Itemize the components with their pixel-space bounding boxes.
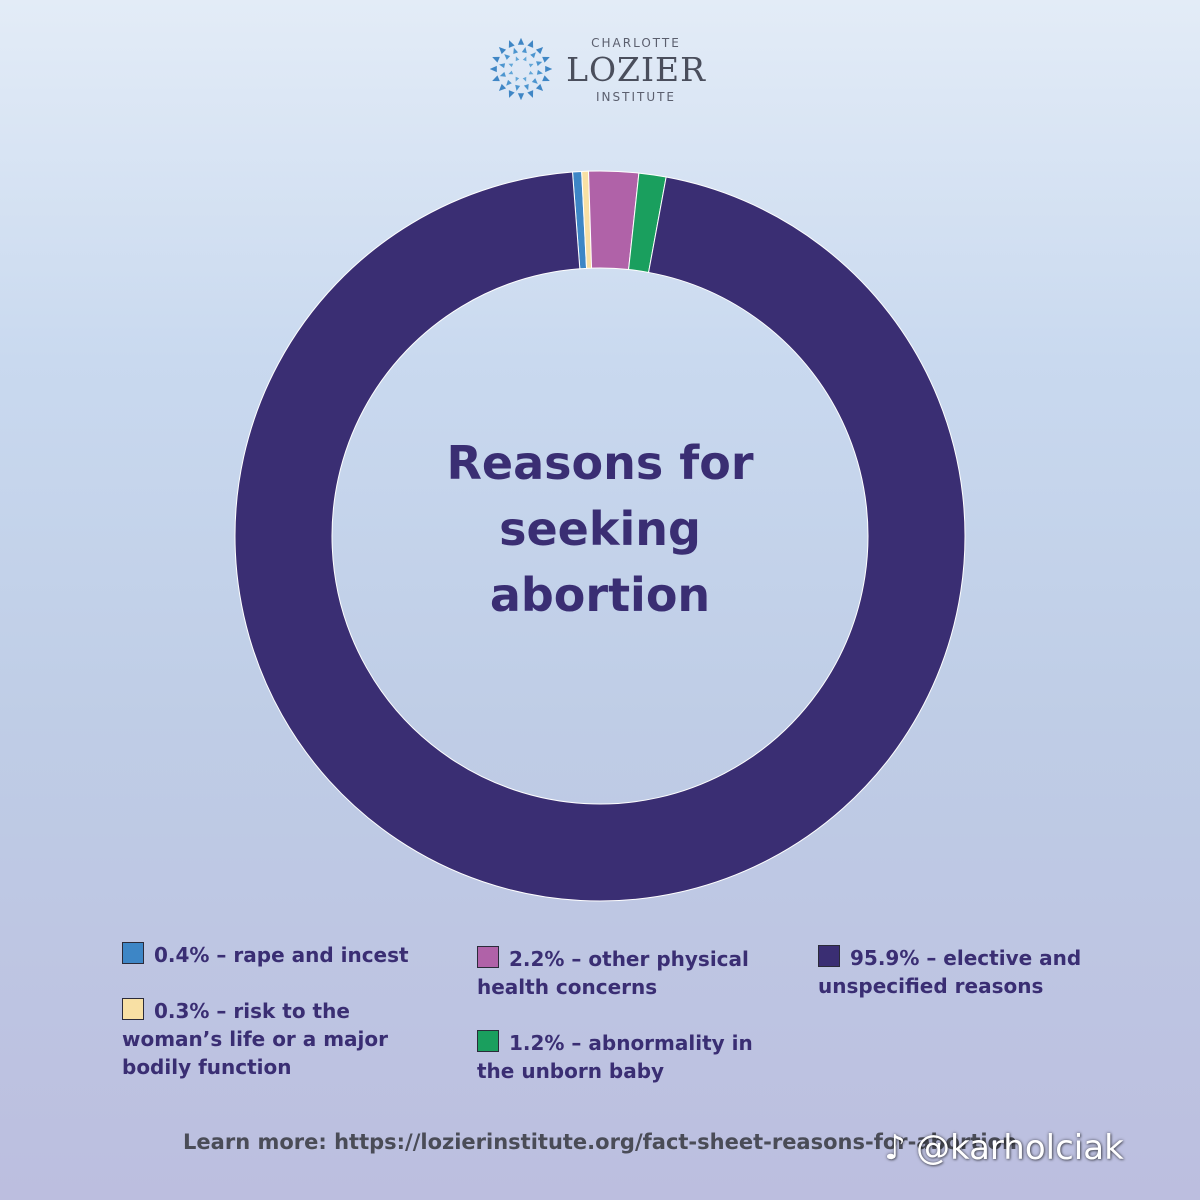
chart-title: Reasons for seeking abortion <box>400 430 800 628</box>
tiktok-note-icon: ♪ <box>884 1128 906 1168</box>
legend-text: the unborn baby <box>477 1059 665 1083</box>
legend-text: 2.2% – other physical <box>509 947 749 971</box>
logo-line-2: LOZIER <box>566 50 706 89</box>
legend-item-risk-to-life: 0.3% – risk to the woman’s life or a maj… <box>122 997 388 1081</box>
legend-swatch <box>122 942 144 964</box>
legend-swatch <box>477 946 499 968</box>
starburst-icon <box>490 38 552 100</box>
legend-text: 0.4% – rape and incest <box>154 943 409 967</box>
legend-item-rape-incest: 0.4% – rape and incest <box>122 941 409 969</box>
legend-text: 1.2% – abnormality in <box>509 1031 753 1055</box>
legend-text: 95.9% – elective and <box>850 946 1082 970</box>
legend-text: woman’s life or a major <box>122 1027 389 1051</box>
logo-line-3: INSTITUTE <box>595 90 677 104</box>
legend-item-abnormality: 1.2% – abnormality in the unborn baby <box>477 1029 753 1085</box>
legend-text: unspecified reasons <box>818 974 1044 998</box>
watermark-handle: @karholciak <box>916 1128 1124 1168</box>
legend-text: bodily function <box>122 1055 292 1079</box>
legend-text: health concerns <box>477 975 658 999</box>
legend-item-physical-health: 2.2% – other physical health concerns <box>477 945 749 1001</box>
logo-line-1: CHARLOTTE <box>591 36 681 50</box>
chart-title-line: seeking <box>499 502 701 556</box>
donut-slice-elective <box>234 171 966 902</box>
legend-swatch <box>477 1030 499 1052</box>
tiktok-watermark: ♪ @karholciak <box>878 1128 1178 1174</box>
charlotte-lozier-logo: CHARLOTTE LOZIER INSTITUTE <box>490 36 720 106</box>
chart-title-line: Reasons for <box>446 436 754 490</box>
chart-title-line: abortion <box>489 568 711 622</box>
legend-swatch <box>818 945 840 967</box>
learn-more-link[interactable]: Learn more: https://lozierinstitute.org/… <box>183 1130 1017 1154</box>
legend-item-elective: 95.9% – elective and unspecified reasons <box>818 944 1081 1000</box>
legend-swatch <box>122 998 144 1020</box>
legend-text: 0.3% – risk to the <box>154 999 350 1023</box>
